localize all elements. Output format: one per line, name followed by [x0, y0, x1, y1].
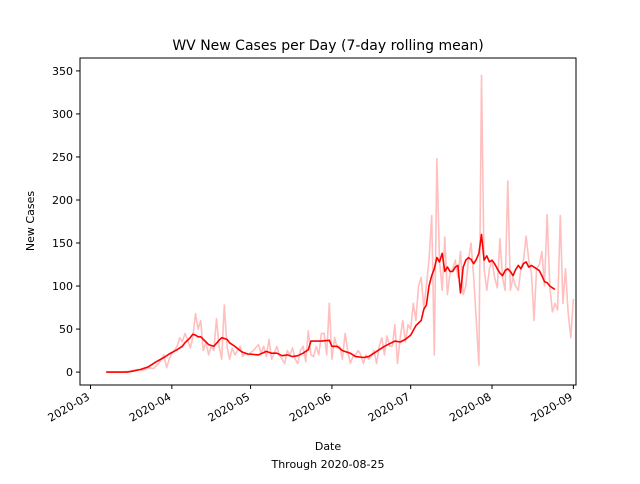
- y-tick-label: 300: [52, 108, 73, 121]
- y-tick-label: 350: [52, 65, 73, 78]
- daily-series-line: [106, 74, 575, 373]
- chart-title: WV New Cases per Day (7-day rolling mean…: [172, 38, 483, 54]
- y-axis-label: New Cases: [24, 191, 37, 251]
- y-tick-label: 200: [52, 194, 73, 207]
- y-tick-label: 50: [59, 323, 73, 336]
- y-axis: 0 50 100 150 200 250 300 350: [52, 65, 80, 379]
- plot-frame: [79, 57, 577, 386]
- series-layer: [106, 74, 575, 373]
- x-axis-sublabel: Through 2020-08-25: [270, 458, 384, 471]
- y-tick-label: 100: [52, 280, 73, 293]
- y-tick-label: 150: [52, 237, 73, 250]
- rolling-series-line: [106, 233, 556, 373]
- y-tick-label: 0: [66, 366, 73, 379]
- y-tick-label: 250: [52, 151, 73, 164]
- x-axis-label: Date: [315, 440, 342, 453]
